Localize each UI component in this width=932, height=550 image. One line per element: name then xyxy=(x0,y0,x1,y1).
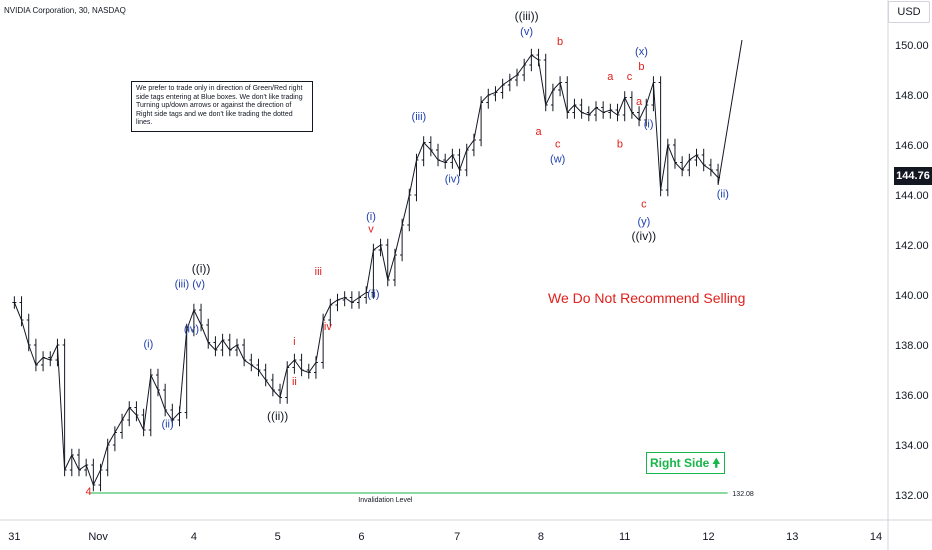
x-tick-label: 8 xyxy=(538,531,544,543)
wave-label: (ii) xyxy=(367,289,379,301)
wave-label: (i) xyxy=(644,119,654,131)
warning-text: We Do Not Recommend Selling xyxy=(548,290,746,306)
wave-label: a xyxy=(607,71,614,83)
wave-label: b xyxy=(638,61,644,73)
wave-label: (i) xyxy=(144,339,154,351)
trading-note: We prefer to trade only in direction of … xyxy=(131,81,313,132)
x-tick-label: 4 xyxy=(191,531,197,543)
arrow-up-icon: 🠝 xyxy=(712,456,721,470)
wave-label: ((iii)) xyxy=(515,9,539,23)
x-tick-label: 6 xyxy=(358,531,364,543)
y-tick-label: 136.00 xyxy=(895,390,929,402)
wave-label: (v) xyxy=(520,26,533,38)
x-tick-label: 14 xyxy=(870,531,882,543)
y-tick-label: 134.00 xyxy=(895,440,929,452)
wave-label: (y) xyxy=(637,216,650,228)
invalidation-value: 132.08 xyxy=(732,491,754,498)
wave-label: (iii) xyxy=(412,111,427,123)
wave-label: (ii) xyxy=(161,419,173,431)
x-tick-label: Nov xyxy=(88,531,108,543)
projection-line xyxy=(717,39,743,186)
chart-title: NVIDIA Corporation, 30, NASDAQ xyxy=(4,6,126,15)
wave-label: (v) xyxy=(192,279,205,291)
y-tick-label: 148.00 xyxy=(895,90,929,102)
wave-label: (iii) xyxy=(175,279,190,291)
wave-label: c xyxy=(555,139,561,151)
y-tick-label: 142.00 xyxy=(895,240,929,252)
x-tick-label: 12 xyxy=(702,531,714,543)
x-tick-label: 13 xyxy=(786,531,798,543)
y-tick-label: 138.00 xyxy=(895,340,929,352)
wave-label: a xyxy=(636,96,643,108)
wave-label: (i) xyxy=(366,211,376,223)
last-price-tag: 144.76 xyxy=(894,167,932,185)
wave-label: v xyxy=(368,224,374,236)
y-tick-label: 150.00 xyxy=(895,40,929,52)
wave-label: (iv) xyxy=(445,174,460,186)
wave-label: ii xyxy=(292,376,297,388)
wave-label: b xyxy=(617,139,623,151)
wave-label: a xyxy=(535,126,542,138)
x-tick-label: 11 xyxy=(619,531,630,543)
wave-label: (x) xyxy=(635,46,648,58)
wave-label: ((i)) xyxy=(192,262,211,276)
wave-label: ((iv)) xyxy=(632,229,657,243)
right-side-tag: Right Side 🠝 xyxy=(646,452,726,474)
price-line xyxy=(13,54,719,487)
y-tick-label: 144.00 xyxy=(895,190,929,202)
y-tick-label: 140.00 xyxy=(895,290,929,302)
wave-label: (w) xyxy=(550,154,565,166)
y-tick-label: 146.00 xyxy=(895,140,929,152)
wave-label: iii xyxy=(315,266,322,278)
wave-label: iv xyxy=(324,321,332,333)
x-tick-label: 7 xyxy=(454,531,460,543)
wave-label: (iv) xyxy=(184,324,199,336)
right-side-label: Right Side xyxy=(650,456,710,470)
wave-label: (ii) xyxy=(717,189,729,201)
x-tick-label: 31 xyxy=(8,531,20,543)
wave-label: b xyxy=(557,36,563,48)
currency-button[interactable]: USD xyxy=(888,1,930,23)
wave-label: i xyxy=(293,336,295,348)
wave-label: c xyxy=(641,199,647,211)
invalidation-label: Invalidation Level xyxy=(358,497,413,504)
wave-label: 4 xyxy=(85,486,91,498)
wave-label: ((ii)) xyxy=(267,409,288,423)
x-tick-label: 5 xyxy=(275,531,281,543)
y-tick-label: 132.00 xyxy=(895,490,929,502)
wave-label: c xyxy=(627,71,633,83)
